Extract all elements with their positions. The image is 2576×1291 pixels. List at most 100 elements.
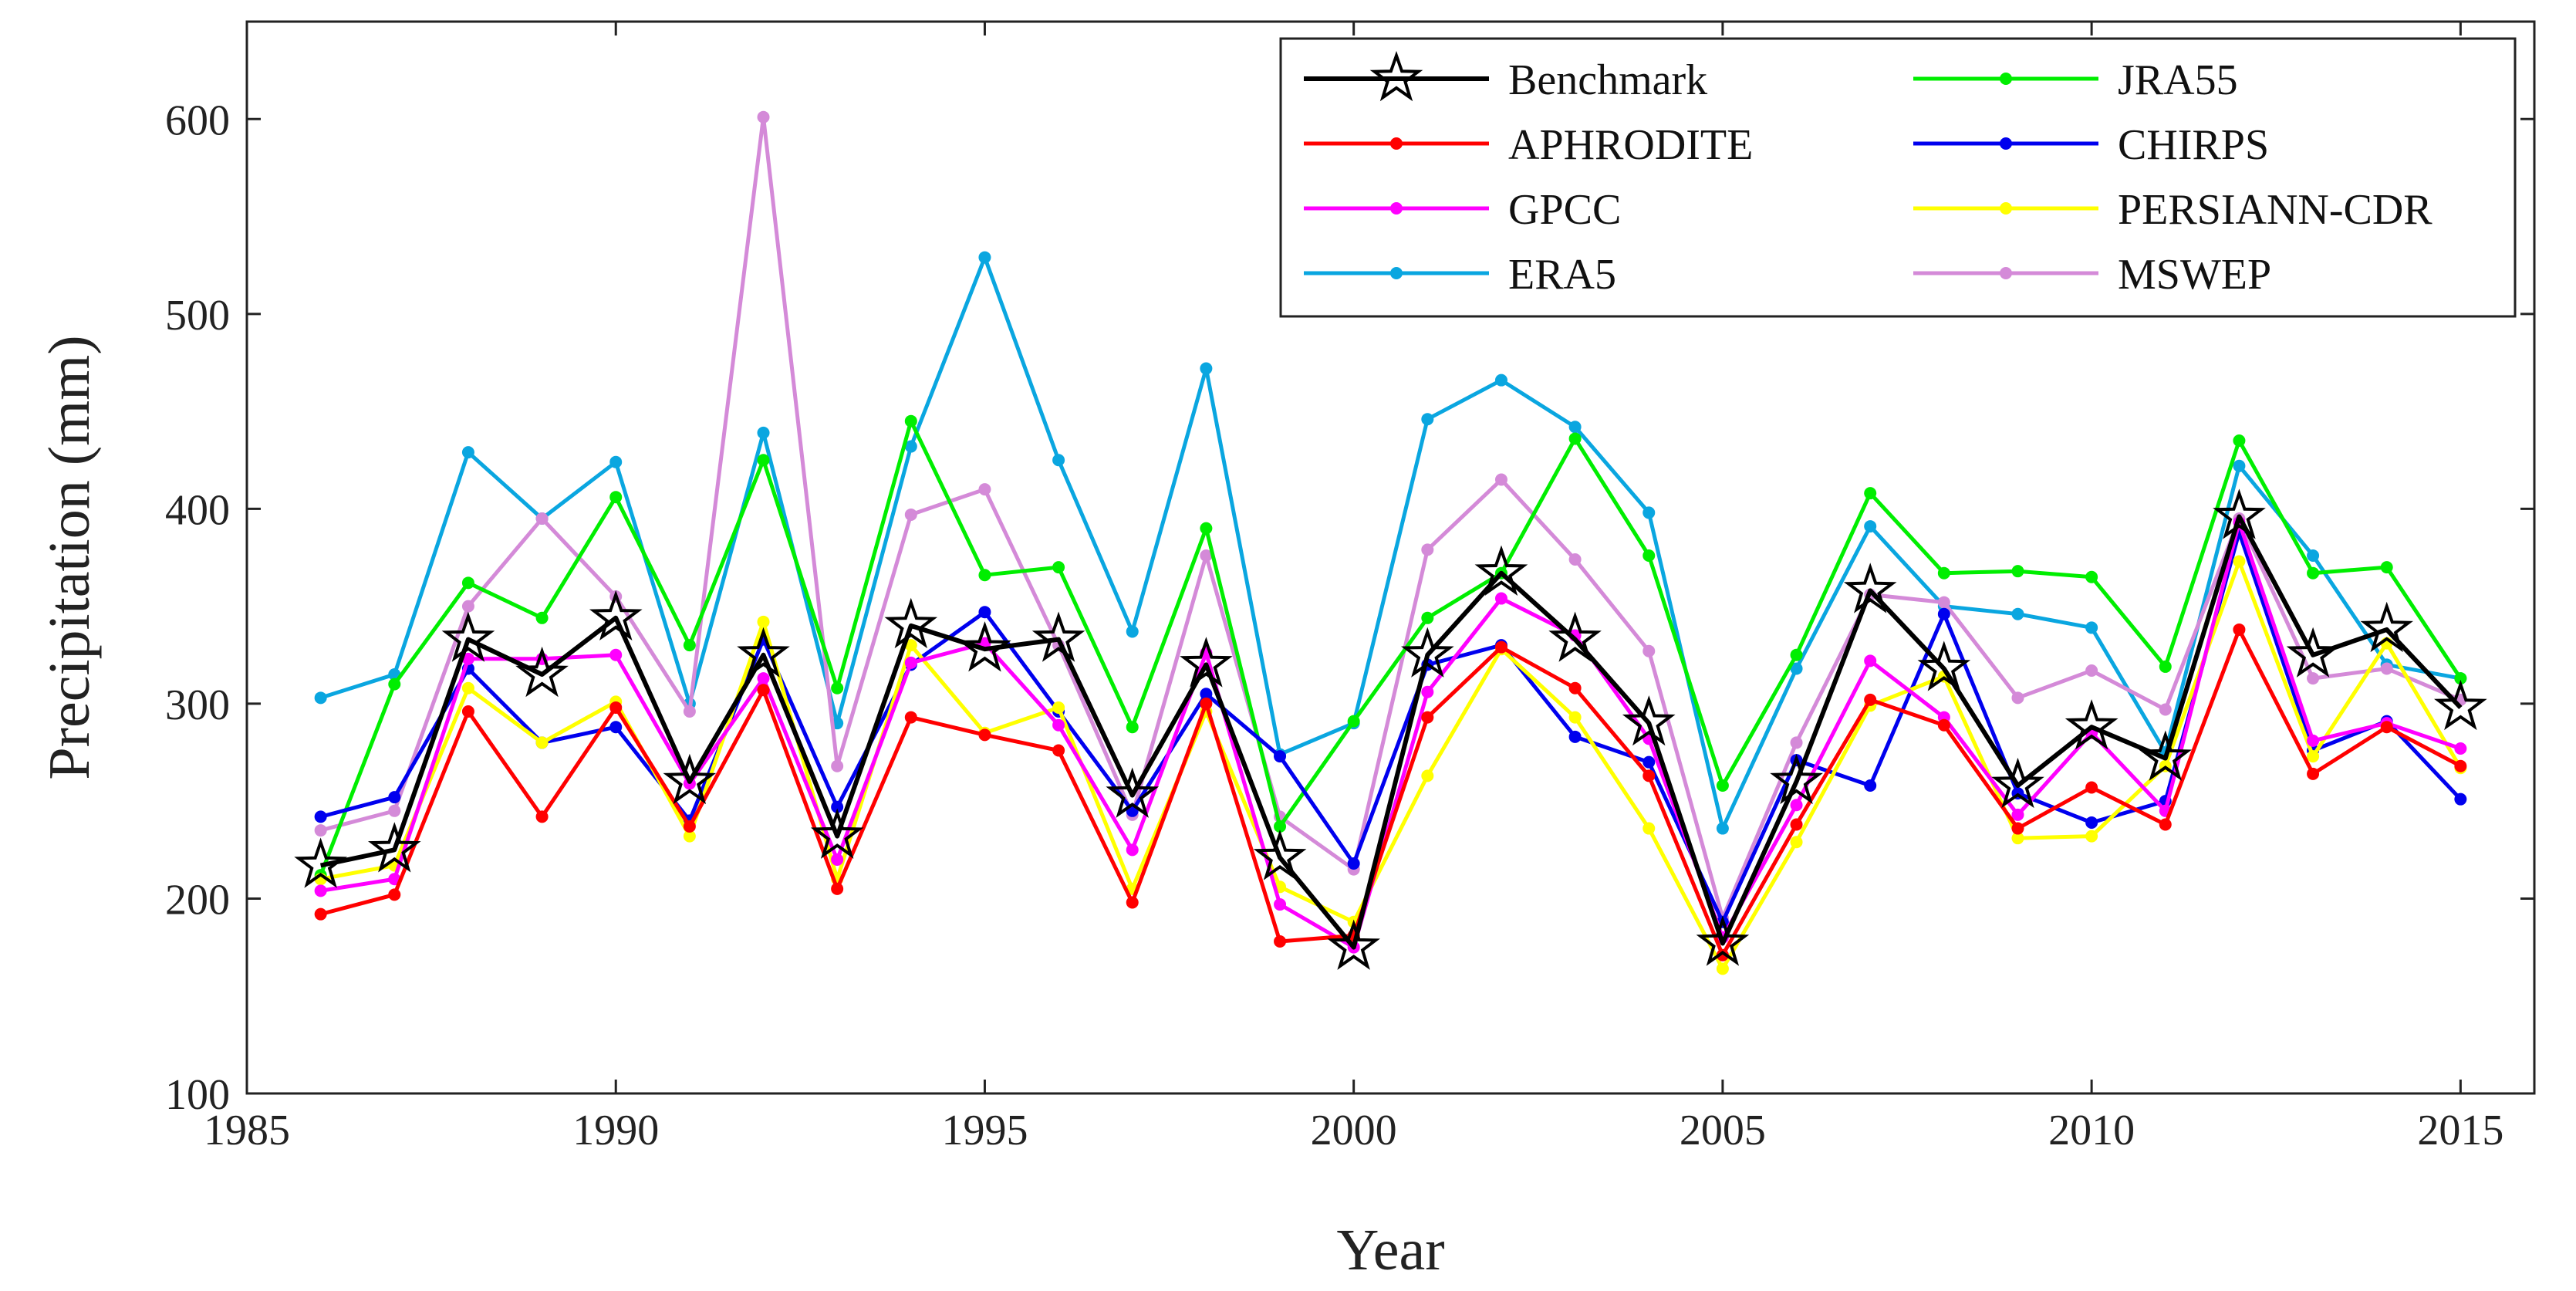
data-point-jra55: [1937, 566, 1950, 580]
data-point-persiann-cdr: [2085, 830, 2098, 843]
data-point-era5: [314, 691, 327, 705]
legend-item-aphrodite: APHRODITE: [1304, 121, 1753, 169]
legend-label: CHIRPS: [2118, 121, 2269, 169]
data-point-jra55: [1864, 487, 1877, 500]
y-axis-label: Precipitation (mm): [37, 335, 102, 779]
data-point-aphrodite: [2307, 767, 2320, 780]
data-point-jra55: [1568, 432, 1582, 445]
data-point-mswep: [831, 759, 844, 772]
data-point-gpcc: [904, 656, 917, 669]
legend-label: GPCC: [1508, 186, 1621, 234]
data-point-benchmark: [1180, 637, 1233, 688]
data-point-aphrodite: [535, 810, 549, 823]
x-tick-label: 1995: [941, 1107, 1028, 1154]
data-point-benchmark: [884, 597, 938, 649]
data-point-era5: [2011, 607, 2024, 620]
data-point-aphrodite: [978, 728, 991, 742]
data-point-persiann-cdr: [1716, 962, 1729, 975]
data-point-era5: [609, 455, 623, 468]
data-point-era5: [2085, 621, 2098, 634]
data-point-gpcc: [609, 648, 623, 661]
data-point-aphrodite: [1790, 818, 1803, 831]
data-point-benchmark: [2065, 699, 2119, 750]
plot-area: [245, 20, 2536, 1095]
data-point-benchmark: [589, 590, 643, 641]
data-point-mswep: [2380, 662, 2393, 675]
data-point-jra55: [2307, 566, 2320, 580]
data-point-chirps: [1347, 857, 1360, 870]
data-point-mswep: [388, 804, 401, 817]
data-point-chirps: [1642, 755, 1656, 769]
data-point-benchmark: [2360, 601, 2413, 653]
data-point-gpcc: [1494, 592, 1507, 605]
data-point-era5: [1052, 454, 1065, 467]
data-point-persiann-cdr: [1790, 836, 1803, 849]
series-layer: [294, 110, 2487, 975]
data-point-persiann-cdr: [461, 681, 474, 695]
data-point-mswep: [535, 512, 549, 525]
data-point-aphrodite: [757, 684, 770, 697]
legend: Benchmark APHRODITE GPCC ERA5 JRA55 CHIRPS PER…: [1279, 37, 2517, 318]
data-point-mswep: [1937, 596, 1950, 609]
data-point-benchmark: [515, 646, 569, 698]
data-point-era5: [1494, 373, 1507, 387]
data-point-jra55: [461, 576, 474, 590]
plot-frame: [245, 20, 2536, 1095]
data-point-gpcc: [1126, 843, 1139, 857]
data-point-benchmark: [1917, 640, 1971, 691]
data-point-jra55: [1347, 715, 1360, 728]
data-point-jra55: [1200, 522, 1213, 535]
data-point-benchmark: [1696, 915, 1750, 966]
x-tick-label: 1990: [572, 1107, 659, 1154]
data-point-era5: [1568, 421, 1582, 434]
data-point-benchmark: [2139, 730, 2193, 781]
y-axis-ticks: 100 200 300 400 500 600: [165, 96, 2534, 1119]
data-point-jra55: [1716, 779, 1729, 792]
data-point-mswep: [757, 110, 770, 123]
data-point-chirps: [1200, 688, 1213, 701]
data-point-era5: [1716, 822, 1729, 835]
series-benchmark: [294, 488, 2487, 970]
data-point-era5: [978, 251, 991, 264]
data-point-aphrodite: [2233, 623, 2246, 636]
data-point-chirps: [978, 606, 991, 619]
legend-dot-marker: [2000, 202, 2012, 215]
data-point-mswep: [1642, 644, 1656, 657]
data-point-aphrodite: [2159, 818, 2172, 831]
data-point-benchmark: [2286, 627, 2340, 678]
data-point-benchmark: [1401, 627, 1454, 678]
data-point-aphrodite: [1126, 896, 1139, 909]
data-point-jra55: [757, 454, 770, 467]
data-point-jra55: [535, 611, 549, 624]
data-point-benchmark: [2213, 488, 2266, 539]
legend-item-mswep: MSWEP: [1913, 251, 2271, 299]
data-point-jra55: [1421, 611, 1434, 624]
data-point-benchmark: [1770, 753, 1823, 805]
data-point-mswep: [2011, 691, 2024, 705]
data-point-chirps: [1568, 730, 1582, 743]
x-tick-label: 2015: [2417, 1107, 2503, 1154]
data-point-era5: [1126, 625, 1139, 638]
data-point-jra55: [1790, 648, 1803, 661]
data-point-era5: [2307, 549, 2320, 562]
data-point-jra55: [388, 678, 401, 691]
data-point-aphrodite: [683, 820, 696, 833]
data-point-persiann-cdr: [1421, 769, 1434, 782]
data-point-mswep: [978, 483, 991, 496]
data-point-era5: [461, 446, 474, 459]
data-point-era5: [2233, 459, 2246, 472]
data-point-persiann-cdr: [2011, 832, 2024, 845]
data-point-benchmark: [1622, 695, 1676, 746]
series-line-jra55: [319, 419, 2463, 877]
data-point-gpcc: [1864, 654, 1877, 667]
data-point-era5: [1790, 662, 1803, 675]
data-point-chirps: [388, 791, 401, 804]
data-point-aphrodite: [1200, 697, 1213, 710]
data-point-benchmark: [1991, 757, 2044, 809]
series-line-persiann-cdr: [320, 559, 2463, 971]
data-point-mswep: [1568, 553, 1582, 566]
legend-dot-marker: [2000, 267, 2012, 279]
data-point-persiann-cdr: [1052, 701, 1065, 714]
data-point-gpcc: [757, 672, 770, 685]
data-point-aphrodite: [1568, 681, 1582, 695]
